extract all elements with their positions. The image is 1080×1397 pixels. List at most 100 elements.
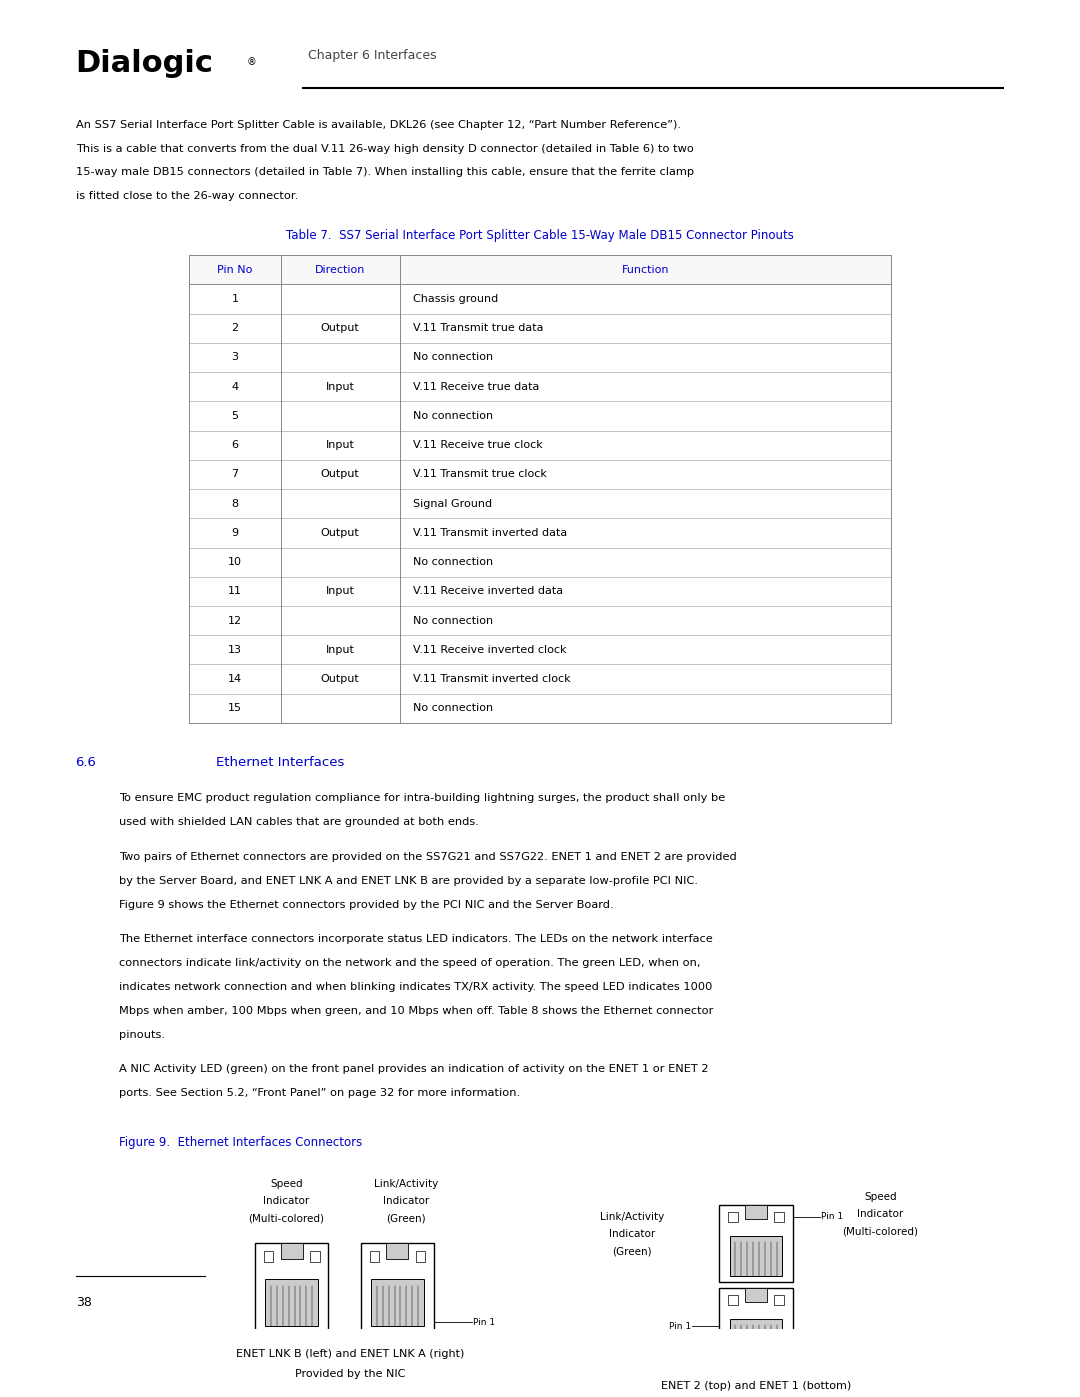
Bar [745,1288,767,1302]
Text: ENET LNK B (left) and ENET LNK A (right): ENET LNK B (left) and ENET LNK A (right) [235,1350,464,1359]
Text: ®: ® [246,57,256,67]
Text: Dialogic: Dialogic [76,49,214,78]
Bar [774,1295,784,1305]
Text: V.11 Receive inverted clock: V.11 Receive inverted clock [413,645,566,655]
Text: by the Server Board, and ENET LNK A and ENET LNK B are provided by a separate lo: by the Server Board, and ENET LNK A and … [119,876,698,886]
Text: Input: Input [326,381,354,391]
Text: Pin No: Pin No [217,265,253,275]
Text: V.11 Receive true data: V.11 Receive true data [413,381,539,391]
Text: Output: Output [321,528,360,538]
Text: ENET 2 (top) and ENET 1 (bottom): ENET 2 (top) and ENET 1 (bottom) [661,1380,851,1391]
Bar [189,606,891,636]
Text: Mbps when amber, 100 Mbps when green, and 10 Mbps when off. Table 8 shows the Et: Mbps when amber, 100 Mbps when green, an… [119,1006,713,1016]
Text: Two pairs of Ethernet connectors are provided on the SS7G21 and SS7G22. ENET 1 a: Two pairs of Ethernet connectors are pro… [119,852,737,862]
Text: V.11 Receive inverted data: V.11 Receive inverted data [413,587,563,597]
Text: indicates network connection and when blinking indicates TX/RX activity. The spe: indicates network connection and when bl… [119,982,712,992]
Bar [189,401,891,430]
Bar [266,1278,318,1326]
Bar [189,548,891,577]
Text: Signal Ground: Signal Ground [413,499,491,509]
Bar [361,1242,434,1333]
Bar [774,1213,784,1222]
Bar [719,1288,793,1365]
Bar [281,1242,302,1259]
Text: To ensure EMC product regulation compliance for intra-building lightning surges,: To ensure EMC product regulation complia… [119,793,725,803]
Text: No connection: No connection [413,557,492,567]
Bar [189,636,891,665]
Text: Output: Output [321,675,360,685]
Text: V.11 Transmit true data: V.11 Transmit true data [413,323,543,334]
Text: Link/Activity: Link/Activity [374,1179,438,1189]
Bar [189,430,891,460]
Text: 10: 10 [228,557,242,567]
Text: is fitted close to the 26-way connector.: is fitted close to the 26-way connector. [76,191,298,201]
Text: Speed: Speed [270,1179,302,1189]
Text: 14: 14 [228,675,242,685]
Text: 1: 1 [231,293,239,305]
Bar [189,665,891,694]
Bar [416,1250,426,1263]
Text: Ethernet Interfaces: Ethernet Interfaces [216,756,345,770]
Bar [387,1242,408,1259]
Text: No connection: No connection [413,703,492,714]
Bar [264,1250,273,1263]
Text: 7: 7 [231,469,239,479]
Text: 15: 15 [228,703,242,714]
Text: Figure 9 shows the Ethernet connectors provided by the PCI NIC and the Server Bo: Figure 9 shows the Ethernet connectors p… [119,900,613,909]
Text: Direction: Direction [315,265,365,275]
Text: Chapter 6 Interfaces: Chapter 6 Interfaces [308,49,436,63]
Text: No connection: No connection [413,411,492,420]
Text: 15-way male DB15 connectors (detailed in Table 7). When installing this cable, e: 15-way male DB15 connectors (detailed in… [76,168,693,177]
Text: 13: 13 [228,645,242,655]
Text: 11: 11 [228,587,242,597]
Bar [745,1206,767,1220]
Bar [189,460,891,489]
Text: An SS7 Serial Interface Port Splitter Cable is available, DKL26 (see Chapter 12,: An SS7 Serial Interface Port Splitter Ca… [76,120,680,130]
Bar [189,313,891,342]
Text: 9: 9 [231,528,239,538]
Bar [189,285,891,313]
Text: 38: 38 [76,1295,92,1309]
Text: Speed: Speed [864,1192,896,1201]
Text: Indicator: Indicator [609,1229,654,1239]
Text: Provided by the NIC: Provided by the NIC [295,1369,405,1379]
Text: (Multi-colored): (Multi-colored) [842,1227,918,1236]
Bar [189,342,891,372]
Bar [189,372,891,401]
Text: Link/Activity: Link/Activity [599,1213,664,1222]
Text: Output: Output [321,323,360,334]
Text: V.11 Transmit inverted data: V.11 Transmit inverted data [413,528,567,538]
Text: (Green): (Green) [612,1246,651,1256]
Text: Input: Input [326,645,354,655]
Text: (Green): (Green) [387,1214,426,1224]
Text: The Ethernet interface connectors incorporate status LED indicators. The LEDs on: The Ethernet interface connectors incorp… [119,935,713,944]
Bar [730,1319,782,1359]
Text: 6.6: 6.6 [76,756,96,770]
Text: Indicator: Indicator [383,1196,429,1206]
Text: 4: 4 [231,381,239,391]
Bar [728,1213,738,1222]
Text: Indicator: Indicator [264,1196,309,1206]
Text: connectors indicate link/activity on the network and the speed of operation. The: connectors indicate link/activity on the… [119,958,700,968]
Text: used with shielded LAN cables that are grounded at both ends.: used with shielded LAN cables that are g… [119,817,478,827]
Text: 12: 12 [228,616,242,626]
Text: Figure 9.  Ethernet Interfaces Connectors: Figure 9. Ethernet Interfaces Connectors [119,1136,362,1150]
Text: Function: Function [622,265,669,275]
Bar [189,577,891,606]
Text: Output: Output [321,469,360,479]
Bar [189,518,891,548]
Text: 2: 2 [231,323,239,334]
Text: 8: 8 [231,499,239,509]
Text: No connection: No connection [413,352,492,362]
Text: Input: Input [326,587,354,597]
Bar [310,1250,320,1263]
Text: pinouts.: pinouts. [119,1030,165,1039]
Text: Pin 1: Pin 1 [670,1322,691,1331]
Bar [189,694,891,722]
Text: Input: Input [326,440,354,450]
Bar [372,1278,423,1326]
Text: (Multi-colored): (Multi-colored) [248,1214,324,1224]
Bar [255,1242,328,1333]
Text: V.11 Transmit true clock: V.11 Transmit true clock [413,469,546,479]
Text: No connection: No connection [413,616,492,626]
